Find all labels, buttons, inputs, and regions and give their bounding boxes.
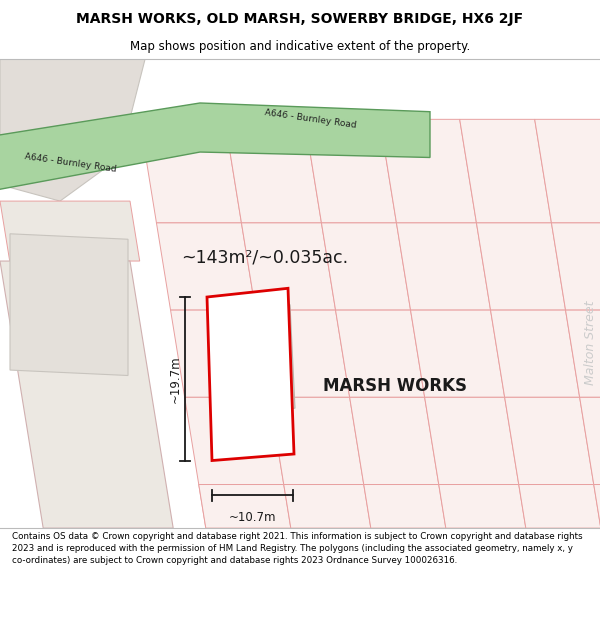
Polygon shape xyxy=(580,398,600,484)
Text: Malton Street: Malton Street xyxy=(583,301,596,385)
Polygon shape xyxy=(335,310,425,398)
Text: MARSH WORKS, OLD MARSH, SOWERBY BRIDGE, HX6 2JF: MARSH WORKS, OLD MARSH, SOWERBY BRIDGE, … xyxy=(76,12,524,26)
Polygon shape xyxy=(10,234,128,376)
Polygon shape xyxy=(224,119,322,223)
Polygon shape xyxy=(269,398,364,484)
Polygon shape xyxy=(519,484,600,528)
Polygon shape xyxy=(199,484,291,528)
Polygon shape xyxy=(207,288,294,461)
Text: Contains OS data © Crown copyright and database right 2021. This information is : Contains OS data © Crown copyright and d… xyxy=(12,532,583,564)
Polygon shape xyxy=(439,484,526,528)
Polygon shape xyxy=(284,484,371,528)
Polygon shape xyxy=(594,484,600,528)
Text: ~19.7m: ~19.7m xyxy=(169,355,182,402)
Polygon shape xyxy=(551,223,600,310)
Polygon shape xyxy=(199,484,291,528)
Polygon shape xyxy=(0,261,173,528)
Polygon shape xyxy=(210,304,295,414)
Polygon shape xyxy=(350,398,439,484)
Polygon shape xyxy=(241,223,335,310)
Polygon shape xyxy=(476,223,566,310)
Polygon shape xyxy=(410,310,505,398)
Polygon shape xyxy=(284,484,371,528)
Polygon shape xyxy=(397,223,491,310)
Polygon shape xyxy=(566,310,600,398)
Text: ~10.7m: ~10.7m xyxy=(229,511,276,524)
Text: MARSH WORKS: MARSH WORKS xyxy=(323,378,467,396)
Polygon shape xyxy=(0,59,145,201)
Polygon shape xyxy=(425,398,519,484)
Polygon shape xyxy=(170,310,269,398)
Text: ~143m²/~0.035ac.: ~143m²/~0.035ac. xyxy=(181,249,349,267)
Polygon shape xyxy=(322,223,410,310)
Polygon shape xyxy=(519,484,600,528)
Polygon shape xyxy=(140,119,241,223)
Text: Map shows position and indicative extent of the property.: Map shows position and indicative extent… xyxy=(130,40,470,52)
Polygon shape xyxy=(305,119,397,223)
Polygon shape xyxy=(535,119,600,223)
Polygon shape xyxy=(0,201,140,261)
Text: A646 - Burnley Road: A646 - Burnley Road xyxy=(263,108,356,130)
Polygon shape xyxy=(505,398,594,484)
Text: A646 - Burnley Road: A646 - Burnley Road xyxy=(23,152,116,174)
Polygon shape xyxy=(364,484,446,528)
Polygon shape xyxy=(439,484,526,528)
Polygon shape xyxy=(185,398,284,484)
Polygon shape xyxy=(256,310,350,398)
Polygon shape xyxy=(460,119,551,223)
Polygon shape xyxy=(364,484,446,528)
Polygon shape xyxy=(594,484,600,528)
Polygon shape xyxy=(380,119,476,223)
Polygon shape xyxy=(0,103,430,190)
Polygon shape xyxy=(491,310,580,398)
Polygon shape xyxy=(157,223,256,310)
